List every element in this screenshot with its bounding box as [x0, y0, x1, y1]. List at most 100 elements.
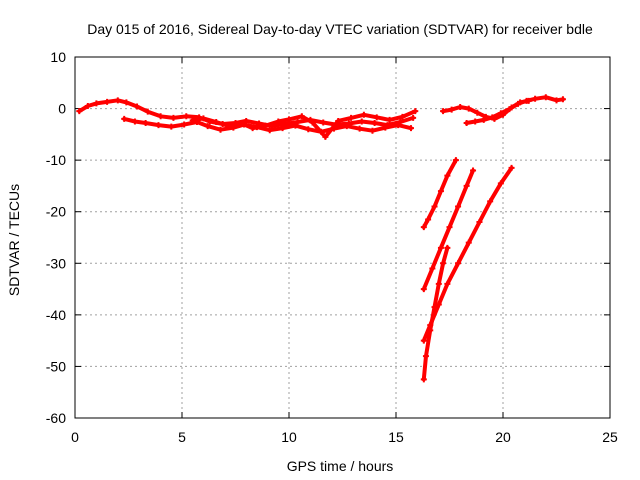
data-point [532, 95, 539, 102]
data-point [275, 118, 282, 125]
data-point [249, 125, 256, 132]
data-point [93, 100, 100, 107]
data-point [183, 113, 190, 120]
y-tick-label: -60 [46, 410, 66, 426]
data-point [142, 120, 149, 127]
data-point [217, 126, 224, 133]
data-point [448, 106, 455, 113]
data-point [279, 125, 286, 132]
x-tick-label: 10 [281, 429, 297, 445]
series-group [420, 164, 515, 344]
x-tick-label: 0 [71, 429, 79, 445]
data-point [465, 105, 472, 112]
data-point [463, 182, 470, 189]
data-point [322, 133, 329, 140]
data-point [480, 116, 487, 123]
data-point [410, 114, 417, 121]
data-point [373, 114, 380, 121]
data-point [489, 114, 496, 121]
data-point [523, 97, 530, 104]
data-point [369, 127, 376, 134]
data-point [420, 337, 427, 344]
data-point [309, 119, 316, 126]
data-point [476, 219, 483, 226]
data-point [213, 118, 220, 125]
data-point [358, 118, 365, 125]
series-group [189, 108, 419, 140]
data-point [144, 108, 151, 115]
data-point [455, 203, 462, 210]
data-point [226, 123, 233, 130]
data-point [181, 121, 188, 128]
y-tick-label: -30 [46, 255, 66, 271]
data-point [437, 244, 444, 251]
data-point [420, 286, 427, 293]
series-group [420, 244, 451, 383]
data-point [431, 203, 438, 210]
data-point [292, 122, 299, 129]
x-tick-label: 25 [602, 429, 618, 445]
plot-frame [74, 56, 611, 419]
data-point [487, 198, 494, 205]
data-point [131, 118, 138, 125]
data-point [407, 125, 414, 132]
data-point [114, 97, 121, 104]
data-point [320, 119, 327, 126]
tick-labels: 0 5 10 15 20 25 10 0 -10 -20 -30 -40 -50 -60 [46, 49, 618, 445]
data-point [463, 120, 470, 127]
y-axis-label: SDTVAR / TECUs [6, 184, 22, 296]
data-point [382, 124, 389, 131]
data-point [472, 118, 479, 125]
x-tick-label: 5 [178, 429, 186, 445]
data-point [286, 116, 292, 123]
data-point [121, 115, 128, 122]
data-point [435, 280, 442, 287]
data-point [431, 304, 438, 311]
data-point [157, 113, 164, 120]
data-point [395, 122, 402, 129]
data-point [305, 126, 312, 133]
y-tick-label: -50 [46, 358, 66, 374]
data-point [386, 116, 393, 123]
data-point [470, 167, 477, 174]
chart-title: Day 015 of 2016, Sidereal Day-to-day VTE… [87, 21, 593, 37]
data-point [76, 108, 83, 115]
x-axis-label: GPS time / hours [287, 458, 394, 474]
data-point [371, 120, 378, 127]
series-group [420, 157, 459, 231]
y-tick-label: 10 [50, 49, 66, 65]
x-tick-label: 20 [495, 429, 511, 445]
series-group [420, 167, 477, 293]
data-point [399, 113, 406, 120]
data-point [425, 216, 432, 223]
data-point [444, 280, 451, 287]
data-point [168, 123, 175, 130]
data-series [76, 94, 566, 383]
data-point [335, 117, 342, 124]
y-tick-label: 0 [58, 101, 66, 117]
data-point [444, 172, 451, 179]
data-point [343, 123, 350, 130]
data-point [294, 118, 301, 125]
data-point [266, 127, 273, 134]
data-point [514, 100, 521, 107]
data-point [542, 94, 549, 101]
data-point [243, 117, 250, 124]
data-point [348, 114, 355, 121]
y-tick-label: -10 [46, 152, 66, 168]
data-point [427, 327, 434, 334]
data-point [497, 110, 504, 117]
data-point [262, 122, 269, 129]
data-point [455, 260, 462, 267]
data-point [440, 260, 447, 267]
data-point [420, 376, 427, 383]
data-point [457, 104, 464, 111]
x-tick-label: 15 [388, 429, 404, 445]
data-point [437, 188, 444, 195]
data-point [553, 97, 560, 104]
data-point [104, 98, 111, 105]
data-point [440, 108, 447, 115]
data-point [123, 99, 130, 106]
data-point [170, 114, 177, 121]
